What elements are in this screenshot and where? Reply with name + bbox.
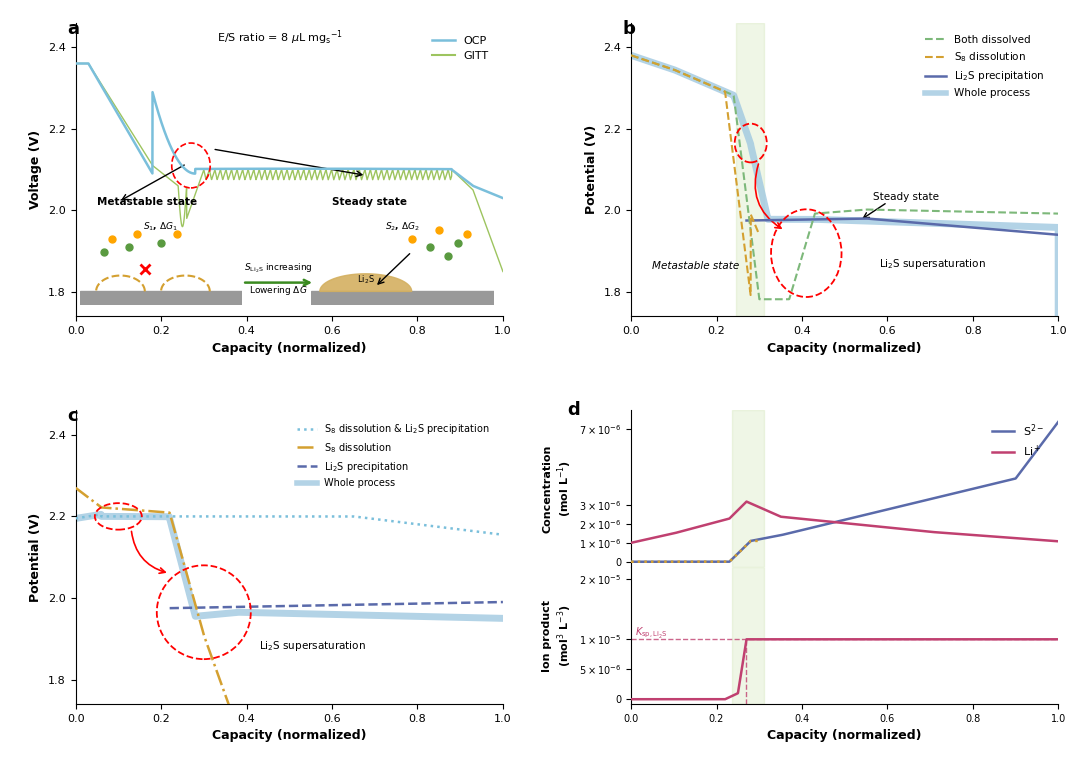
- Y-axis label: Voltage (V): Voltage (V): [29, 130, 42, 209]
- Text: b: b: [622, 20, 635, 38]
- X-axis label: Capacity (normalized): Capacity (normalized): [212, 341, 366, 354]
- Y-axis label: Potential (V): Potential (V): [29, 512, 42, 602]
- Text: Li$_2$S supersaturation: Li$_2$S supersaturation: [879, 257, 986, 272]
- X-axis label: Capacity (normalized): Capacity (normalized): [212, 729, 366, 743]
- Text: a: a: [67, 20, 79, 38]
- Text: Metastable state: Metastable state: [652, 261, 740, 272]
- Legend: OCP, GITT: OCP, GITT: [428, 31, 494, 66]
- Text: E/S ratio = 8 $\mu$L mg$_\mathrm{s}$$^{-1}$: E/S ratio = 8 $\mu$L mg$_\mathrm{s}$$^{-…: [217, 29, 342, 47]
- Y-axis label: Concentration
(mol L$^{-1}$): Concentration (mol L$^{-1}$): [542, 444, 573, 533]
- Legend: S$^{2-}$, Li$^+$: S$^{2-}$, Li$^+$: [987, 417, 1049, 464]
- Text: Li$_2$S supersaturation: Li$_2$S supersaturation: [259, 639, 366, 653]
- Y-axis label: Ion product
(mol$^3$ L$^{-3}$): Ion product (mol$^3$ L$^{-3}$): [542, 600, 573, 671]
- Legend: Both dissolved, S$_8$ dissolution, Li$_2$S precipitation, Whole process: Both dissolved, S$_8$ dissolution, Li$_2…: [921, 31, 1049, 103]
- Text: $K_\mathrm{sp, Li_2S}$: $K_\mathrm{sp, Li_2S}$: [635, 625, 669, 640]
- Bar: [731, 410, 764, 568]
- Text: Steady state: Steady state: [332, 197, 407, 207]
- Bar: [731, 568, 764, 704]
- Text: d: d: [567, 401, 580, 419]
- Text: $S_{\mathrm{Li}_2\mathrm{S}}$ increasing: $S_{\mathrm{Li}_2\mathrm{S}}$ increasing: [244, 262, 313, 276]
- Legend: S$_8$ dissolution & Li$_2$S precipitation, S$_8$ dissolution, Li$_2$S precipitat: S$_8$ dissolution & Li$_2$S precipitatio…: [294, 418, 494, 492]
- Y-axis label: Potential (V): Potential (V): [585, 125, 598, 214]
- Text: Steady state: Steady state: [873, 192, 939, 202]
- Text: Lowering $\Delta G$: Lowering $\Delta G$: [249, 284, 308, 297]
- X-axis label: Capacity (normalized): Capacity (normalized): [768, 341, 922, 354]
- X-axis label: Capacity (normalized): Capacity (normalized): [768, 729, 922, 743]
- Bar: [735, 23, 764, 316]
- Text: Metastable state: Metastable state: [97, 197, 197, 207]
- Text: c: c: [67, 407, 78, 425]
